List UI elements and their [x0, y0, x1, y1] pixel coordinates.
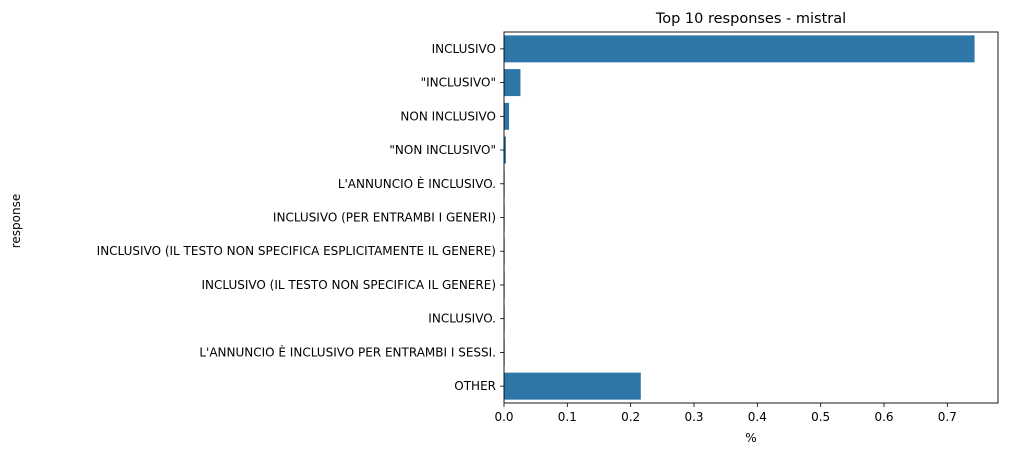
bar [504, 35, 975, 63]
y-tick-label: "NON INCLUSIVO" [389, 143, 496, 157]
bar [504, 136, 506, 164]
bar [504, 372, 641, 400]
y-tick-label: INCLUSIVO. [428, 312, 496, 326]
y-tick-label: INCLUSIVO (PER ENTRAMBI I GENERI) [273, 211, 496, 225]
x-tick-label: 0.6 [874, 410, 893, 424]
x-tick-label: 0.3 [684, 410, 703, 424]
bars-group [504, 35, 975, 400]
x-tick-label: 0.4 [748, 410, 767, 424]
y-axis-ticks: INCLUSIVO "INCLUSIVO" NON INCLUSIVO "NON… [97, 42, 504, 393]
x-tick-label: 0.7 [938, 410, 957, 424]
y-tick-label: INCLUSIVO [432, 42, 496, 56]
x-tick-label: 0.0 [494, 410, 513, 424]
bar [504, 69, 521, 97]
y-tick-label: "INCLUSIVO" [421, 76, 496, 90]
x-tick-label: 0.1 [558, 410, 577, 424]
x-tick-label: 0.2 [621, 410, 640, 424]
y-tick-label: INCLUSIVO (IL TESTO NON SPECIFICA ESPLIC… [97, 244, 496, 258]
chart-title: Top 10 responses - mistral [655, 11, 846, 27]
y-tick-label: INCLUSIVO (IL TESTO NON SPECIFICA IL GEN… [201, 278, 496, 292]
y-tick-label: NON INCLUSIVO [400, 109, 496, 123]
y-tick-label: L'ANNUNCIO È INCLUSIVO PER ENTRAMBI I SE… [199, 344, 496, 359]
x-axis-title: % [745, 431, 756, 445]
x-tick-label: 0.5 [811, 410, 830, 424]
bar [504, 102, 510, 130]
plot-frame [503, 31, 999, 404]
y-axis-title: response [9, 194, 23, 249]
y-tick-label: L'ANNUNCIO È INCLUSIVO. [338, 176, 496, 191]
x-axis-ticks: 0.0 0.1 0.2 0.3 0.4 0.5 0.6 0.7 [494, 403, 957, 424]
y-tick-label: OTHER [454, 379, 496, 393]
